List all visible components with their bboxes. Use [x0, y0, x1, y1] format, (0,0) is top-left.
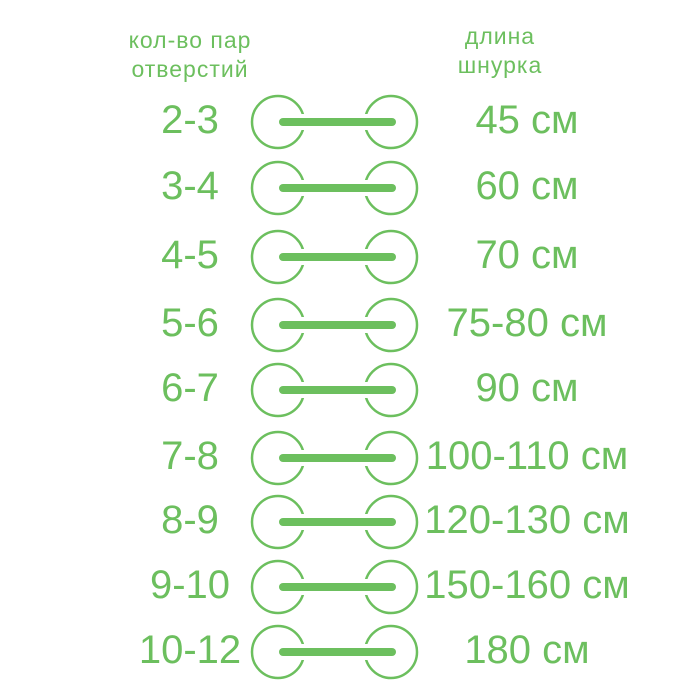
lace-length-label: 120-130 см	[424, 498, 630, 542]
eyelet-pairs-label: 2-3	[161, 98, 219, 142]
lace-length-label: 100-110 см	[425, 434, 629, 478]
lace-length-label: 180 см	[464, 628, 590, 672]
eyelet-pairs-label: 4-5	[161, 233, 219, 277]
lace-length-label: 60 см	[475, 164, 579, 208]
lace-length-label: 75-80 см	[446, 301, 608, 345]
eyelet-pairs-label: 6-7	[161, 366, 219, 410]
lace-length-label: 70 см	[475, 233, 579, 277]
lace-length-label: 150-160 см	[424, 563, 630, 607]
lace-length-label: 90 см	[475, 366, 579, 410]
header-lace-length: длина шнурка	[410, 22, 590, 80]
header-right-line2: шнурка	[457, 52, 543, 78]
header-eyelet-pairs: кол-во пар отверстий	[95, 26, 285, 84]
eyelet-pairs-label: 9-10	[149, 563, 231, 607]
eyelet-pairs-label: 8-9	[161, 498, 219, 542]
eyelet-pairs-label: 10-12	[138, 628, 242, 672]
header-left-line1: кол-во пар	[128, 27, 252, 53]
header-right-line1: длина	[464, 23, 536, 49]
eyelet-pairs-label: 5-6	[161, 301, 219, 345]
eyelet-pairs-label: 3-4	[161, 164, 219, 208]
lace-length-label: 45 см	[475, 98, 579, 142]
eyelet-pairs-label: 7-8	[161, 434, 219, 478]
header-left-line2: отверстий	[131, 56, 249, 82]
